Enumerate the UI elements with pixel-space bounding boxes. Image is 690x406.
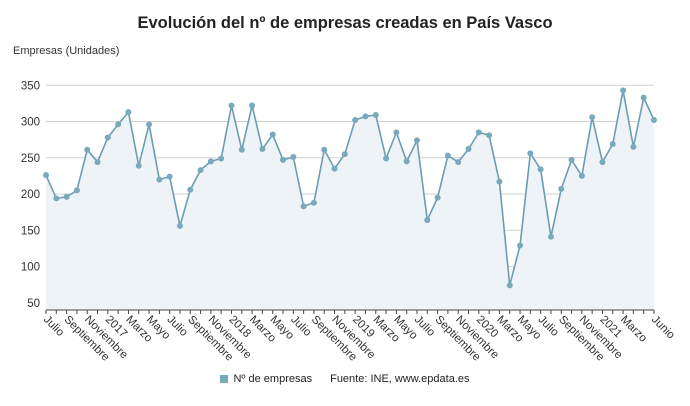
- data-point: [517, 242, 524, 249]
- data-point: [228, 102, 235, 109]
- area-fill: [46, 90, 654, 310]
- legend-series-label: Nº de empresas: [233, 373, 313, 385]
- data-point: [341, 151, 348, 158]
- data-point: [568, 156, 575, 163]
- data-point: [537, 166, 544, 173]
- data-point: [166, 173, 173, 180]
- data-point: [527, 150, 534, 157]
- data-point: [651, 117, 657, 124]
- data-point: [94, 159, 101, 166]
- y-tick-label: 300: [21, 117, 40, 129]
- data-point: [331, 165, 338, 172]
- data-point: [465, 146, 472, 153]
- data-point: [156, 176, 163, 183]
- data-point: [146, 121, 153, 128]
- data-point: [393, 129, 400, 136]
- data-point: [218, 155, 225, 162]
- x-tick-label: Junio: [649, 314, 677, 342]
- data-point: [620, 87, 627, 94]
- data-point: [53, 195, 60, 202]
- y-tick-label: 100: [21, 262, 40, 274]
- y-tick-label: 350: [21, 80, 40, 92]
- data-point: [589, 114, 596, 121]
- data-point: [352, 117, 359, 124]
- data-point: [63, 193, 70, 200]
- y-tick-label: 50: [27, 298, 40, 310]
- data-point: [125, 109, 132, 116]
- data-point: [197, 167, 204, 174]
- data-point: [321, 146, 328, 153]
- data-point: [300, 203, 307, 210]
- legend-swatch: [220, 375, 229, 383]
- data-point: [578, 172, 585, 179]
- data-point: [558, 185, 565, 192]
- y-axis-label: Empresas (Unidades): [13, 45, 120, 57]
- data-point: [310, 199, 317, 206]
- data-point: [269, 131, 276, 138]
- data-point: [413, 137, 420, 144]
- data-point: [630, 143, 637, 150]
- legend: Nº de empresas Fuente: INE, www.epdata.es: [0, 373, 690, 385]
- data-point: [362, 113, 369, 120]
- chart-title: Evolución del nº de empresas creadas en …: [137, 14, 553, 32]
- data-point: [290, 154, 297, 161]
- data-point: [280, 156, 287, 163]
- data-point: [486, 132, 493, 139]
- data-point: [434, 194, 441, 201]
- data-point: [599, 159, 606, 166]
- data-point: [547, 233, 554, 240]
- data-point: [372, 111, 379, 118]
- y-tick-label: 200: [21, 189, 40, 201]
- data-point: [403, 158, 410, 165]
- data-point: [455, 159, 462, 166]
- x-tick-label: Julio: [41, 314, 66, 339]
- y-tick-label: 150: [21, 225, 40, 237]
- data-point: [84, 146, 91, 153]
- data-point: [496, 178, 503, 185]
- source-text: Fuente: INE, www.epdata.es: [330, 373, 470, 385]
- data-point: [640, 94, 647, 101]
- data-point: [115, 121, 122, 128]
- series-line: [45, 90, 655, 286]
- data-point: [444, 152, 451, 159]
- data-point: [238, 146, 245, 153]
- data-point: [259, 146, 266, 153]
- data-point: [187, 186, 194, 193]
- data-point: [475, 129, 482, 136]
- data-point: [383, 155, 390, 162]
- data-point: [176, 222, 183, 229]
- y-tick-label: 250: [21, 153, 40, 165]
- data-point: [424, 217, 431, 224]
- data-point: [135, 162, 142, 169]
- data-point: [207, 158, 214, 165]
- data-point: [43, 172, 49, 179]
- data-point: [506, 282, 513, 289]
- data-point: [104, 134, 111, 141]
- data-point: [249, 102, 256, 109]
- data-point: [73, 187, 80, 194]
- data-point: [609, 140, 616, 147]
